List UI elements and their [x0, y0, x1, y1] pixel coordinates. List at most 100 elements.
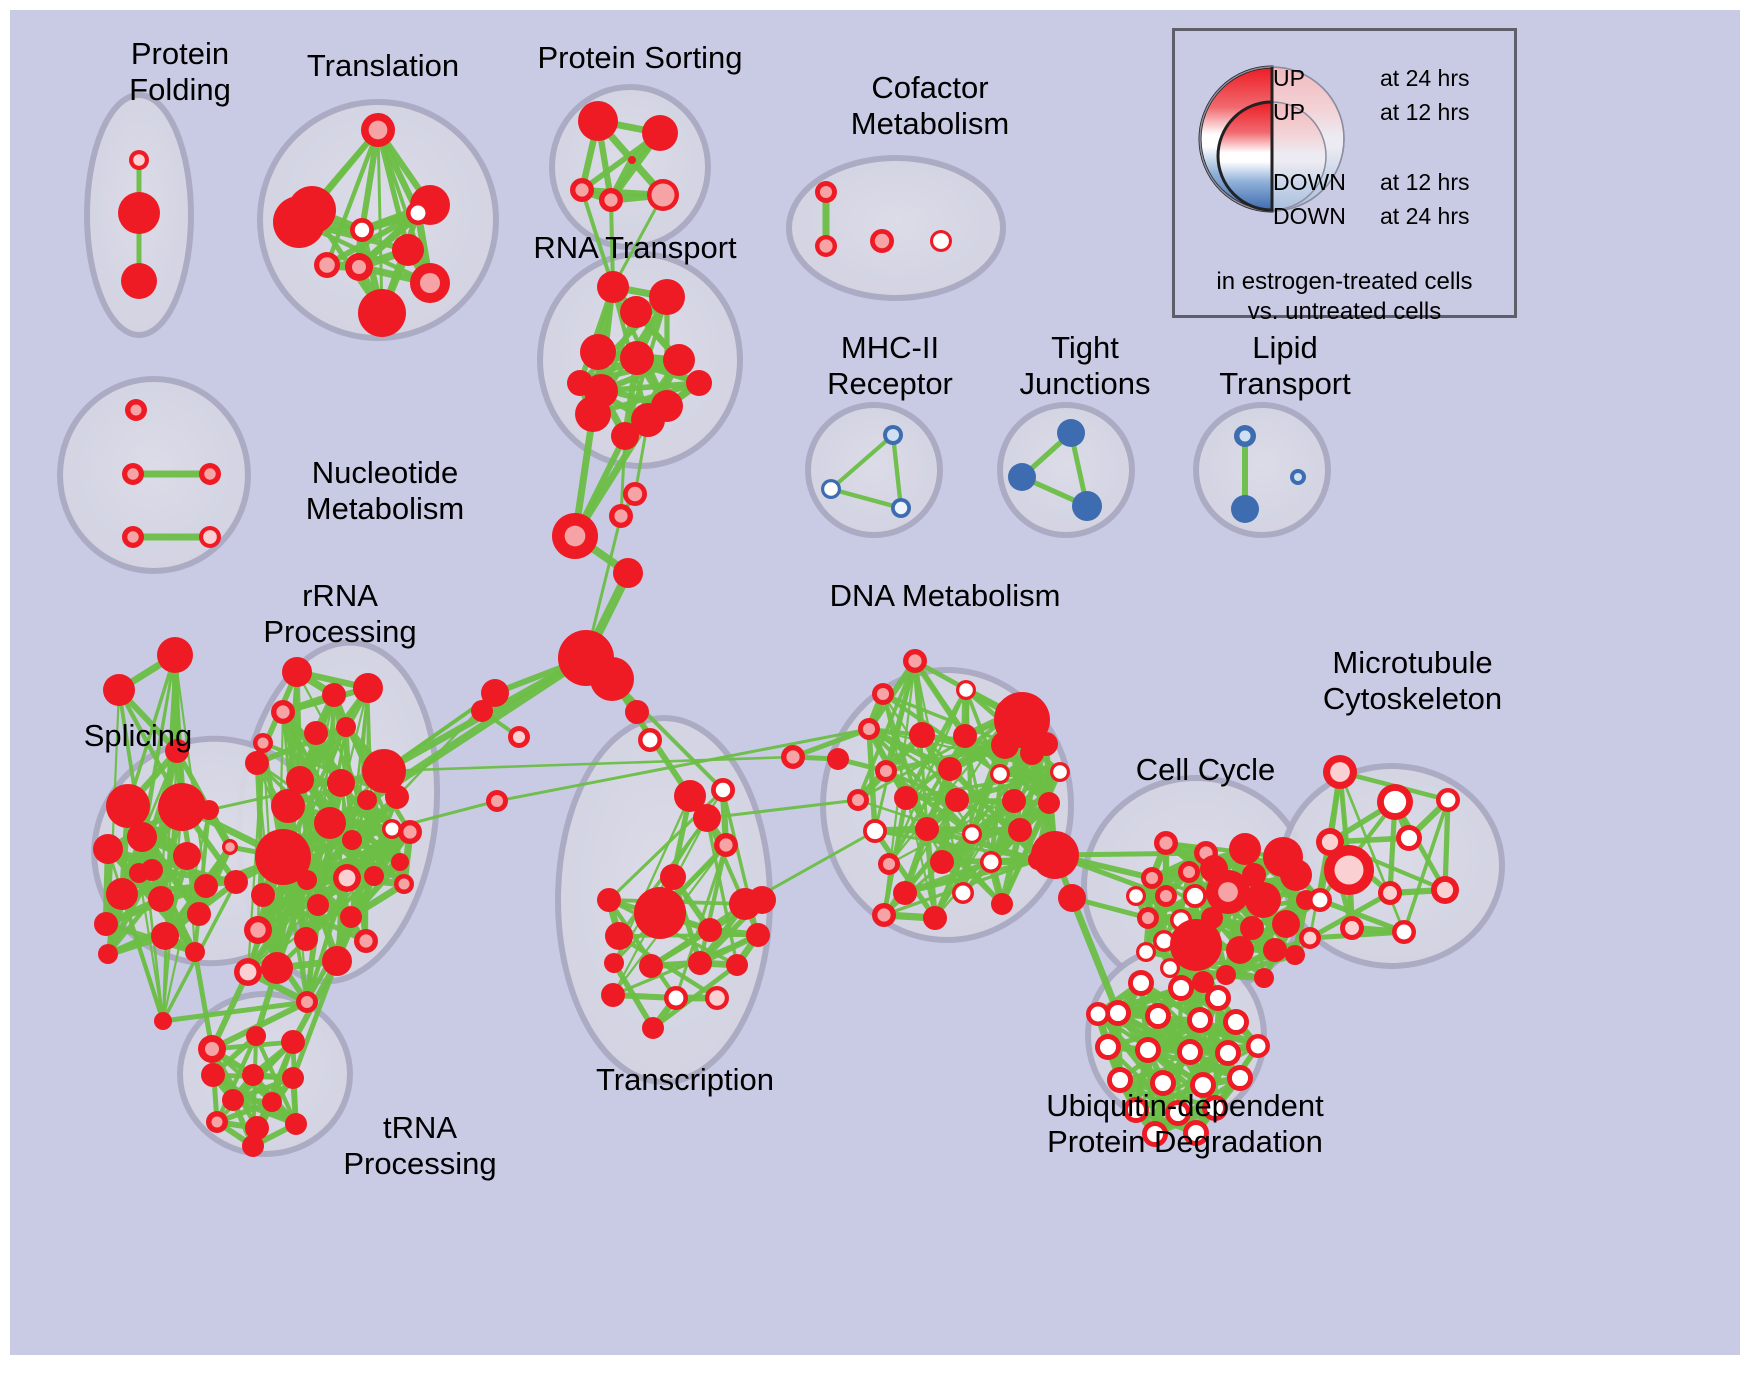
- network-node[interactable]: [1155, 885, 1177, 907]
- network-node[interactable]: [251, 883, 275, 907]
- network-node[interactable]: [1285, 945, 1305, 965]
- network-node[interactable]: [1170, 919, 1222, 971]
- network-node[interactable]: [1396, 825, 1422, 851]
- network-node[interactable]: [611, 422, 639, 450]
- network-node[interactable]: [956, 680, 976, 700]
- network-node[interactable]: [1215, 1040, 1241, 1066]
- network-node[interactable]: [938, 757, 962, 781]
- network-node[interactable]: [625, 700, 649, 724]
- network-node[interactable]: [1378, 881, 1402, 905]
- network-node[interactable]: [815, 181, 837, 203]
- network-node[interactable]: [1234, 425, 1256, 447]
- network-node[interactable]: [858, 718, 880, 740]
- network-node[interactable]: [307, 894, 329, 916]
- network-node[interactable]: [930, 850, 954, 874]
- network-node[interactable]: [686, 370, 712, 396]
- network-node[interactable]: [1105, 1000, 1131, 1026]
- network-node[interactable]: [1135, 1037, 1161, 1063]
- network-node[interactable]: [362, 749, 406, 793]
- network-node[interactable]: [1227, 1065, 1253, 1091]
- network-node[interactable]: [185, 942, 205, 962]
- network-node[interactable]: [1431, 876, 1459, 904]
- network-node[interactable]: [94, 912, 118, 936]
- network-node[interactable]: [605, 922, 633, 950]
- network-node[interactable]: [567, 370, 593, 396]
- network-node[interactable]: [261, 952, 293, 984]
- network-node[interactable]: [157, 637, 193, 673]
- network-node[interactable]: [1160, 958, 1180, 978]
- network-node[interactable]: [1263, 938, 1287, 962]
- network-node[interactable]: [271, 700, 295, 724]
- network-node[interactable]: [354, 929, 378, 953]
- network-node[interactable]: [1008, 818, 1032, 842]
- network-node[interactable]: [122, 526, 144, 548]
- network-node[interactable]: [590, 657, 634, 701]
- network-node[interactable]: [242, 1135, 264, 1157]
- network-node[interactable]: [129, 863, 149, 883]
- network-node[interactable]: [333, 864, 361, 892]
- network-node[interactable]: [148, 886, 174, 912]
- network-node[interactable]: [1183, 884, 1207, 908]
- network-node[interactable]: [194, 874, 218, 898]
- network-node[interactable]: [245, 1116, 269, 1140]
- network-node[interactable]: [894, 786, 918, 810]
- network-node[interactable]: [575, 396, 611, 432]
- network-node[interactable]: [294, 927, 318, 951]
- network-node[interactable]: [297, 870, 317, 890]
- network-node[interactable]: [1123, 1097, 1149, 1123]
- network-node[interactable]: [601, 983, 625, 1007]
- network-node[interactable]: [242, 1064, 264, 1086]
- network-node[interactable]: [262, 1092, 282, 1112]
- network-node[interactable]: [271, 789, 305, 823]
- network-node[interactable]: [246, 1026, 266, 1046]
- network-node[interactable]: [1168, 975, 1194, 1001]
- network-node[interactable]: [1223, 1009, 1249, 1035]
- network-node[interactable]: [870, 229, 894, 253]
- network-node[interactable]: [891, 498, 911, 518]
- network-node[interactable]: [304, 721, 328, 745]
- network-node[interactable]: [609, 504, 633, 528]
- network-node[interactable]: [385, 785, 409, 809]
- network-node[interactable]: [222, 1089, 244, 1111]
- network-node[interactable]: [620, 341, 654, 375]
- network-node[interactable]: [336, 717, 356, 737]
- network-node[interactable]: [353, 673, 383, 703]
- network-node[interactable]: [281, 1030, 305, 1054]
- network-node[interactable]: [693, 804, 721, 832]
- network-node[interactable]: [342, 830, 362, 850]
- network-node[interactable]: [151, 922, 179, 950]
- network-node[interactable]: [1072, 491, 1102, 521]
- network-node[interactable]: [1323, 755, 1357, 789]
- network-node[interactable]: [1246, 1034, 1270, 1058]
- network-node[interactable]: [486, 790, 508, 812]
- network-node[interactable]: [340, 906, 362, 928]
- network-node[interactable]: [664, 986, 688, 1010]
- network-node[interactable]: [253, 733, 273, 753]
- network-node[interactable]: [1028, 850, 1048, 870]
- network-node[interactable]: [552, 513, 598, 559]
- network-node[interactable]: [1136, 942, 1156, 962]
- network-node[interactable]: [903, 649, 927, 673]
- network-node[interactable]: [327, 769, 355, 797]
- network-node[interactable]: [639, 954, 663, 978]
- network-node[interactable]: [282, 657, 312, 687]
- network-node[interactable]: [597, 271, 629, 303]
- network-node[interactable]: [129, 150, 149, 170]
- network-node[interactable]: [398, 820, 422, 844]
- network-node[interactable]: [296, 991, 318, 1013]
- network-node[interactable]: [199, 526, 221, 548]
- network-node[interactable]: [222, 839, 238, 855]
- network-node[interactable]: [952, 882, 974, 904]
- network-node[interactable]: [930, 230, 952, 252]
- network-node[interactable]: [1095, 1034, 1121, 1060]
- network-node[interactable]: [106, 878, 138, 910]
- network-node[interactable]: [391, 853, 409, 871]
- network-node[interactable]: [245, 751, 269, 775]
- network-node[interactable]: [1240, 916, 1264, 940]
- network-node[interactable]: [674, 780, 706, 812]
- network-node[interactable]: [158, 783, 206, 831]
- network-node[interactable]: [1226, 936, 1254, 964]
- network-node[interactable]: [1340, 916, 1364, 940]
- network-node[interactable]: [382, 819, 402, 839]
- network-node[interactable]: [98, 944, 118, 964]
